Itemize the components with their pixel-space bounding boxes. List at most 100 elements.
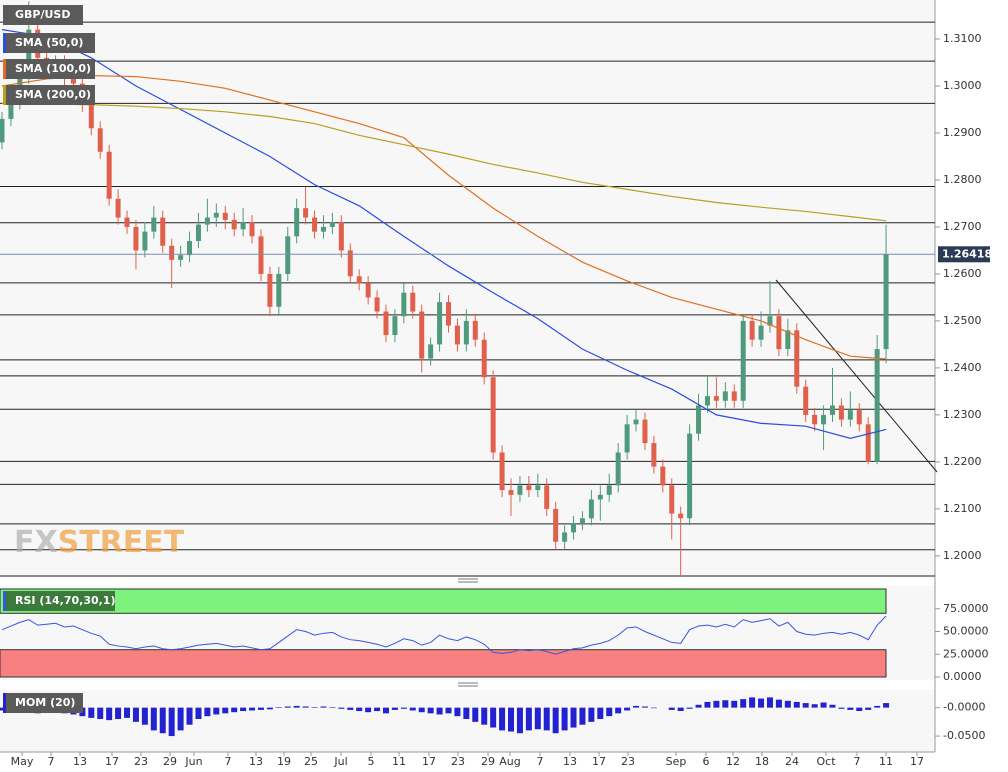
watermark-street: STREET (58, 525, 185, 560)
mom-bar (534, 707, 541, 730)
mom-bar (106, 707, 113, 721)
x-tick-label: 5 (368, 755, 375, 768)
mom-bar (427, 707, 434, 714)
candle-body (803, 386, 809, 415)
candle-body (249, 222, 255, 237)
mom-bar (240, 707, 247, 712)
candle-body (446, 302, 451, 326)
candle-body (562, 532, 568, 542)
sma-line (1, 102, 887, 222)
x-tick-label: 23 (621, 755, 635, 768)
candle-body (544, 485, 550, 509)
mom-bar (838, 707, 845, 709)
legend-box (3, 5, 83, 25)
x-tick-label: 23 (134, 755, 148, 768)
candle-body (758, 325, 764, 340)
x-tick-label: Jul (333, 755, 347, 768)
x-tick-label: 13 (73, 755, 87, 768)
candle-body (704, 396, 710, 406)
mom-bar (633, 705, 640, 708)
legend-box (3, 59, 95, 79)
mom-bar (159, 707, 166, 734)
mom-bar (516, 707, 523, 734)
sma-line (1, 75, 887, 360)
mom-bar (338, 707, 345, 709)
candle-body (97, 128, 103, 152)
y-tick-label: 1.2100 (943, 502, 982, 515)
candle-body (401, 292, 407, 317)
mom-bar (365, 707, 372, 713)
x-tick-label: 13 (563, 755, 577, 768)
candle-body (660, 466, 666, 486)
x-tick-label: 11 (879, 755, 893, 768)
candle-body (374, 297, 380, 312)
mom-bar (195, 707, 202, 720)
candle-body (151, 217, 157, 232)
mom-bar (713, 700, 720, 708)
candle-body (454, 325, 460, 345)
mom-bar (141, 707, 148, 725)
resize-handle[interactable] (458, 682, 478, 687)
mom-bar (731, 700, 738, 708)
x-tick-label: Aug (499, 755, 520, 768)
candle-body (178, 255, 184, 260)
candle-body (338, 222, 344, 251)
candle-body (615, 452, 621, 486)
candle-body (347, 250, 353, 277)
mom-bar (865, 707, 872, 710)
legend-box (3, 33, 95, 53)
mom-bar (249, 707, 256, 711)
mom-bar (177, 707, 184, 731)
y-tick-label: 0.0000 (943, 670, 982, 683)
x-tick-label: 12 (726, 755, 740, 768)
y-tick-label: 50.0000 (943, 625, 989, 638)
mom-bar (811, 704, 818, 708)
x-tick-label: 19 (277, 755, 291, 768)
candle-body (571, 522, 577, 533)
main-panel (0, 0, 935, 577)
mom-bar (766, 697, 773, 708)
mom-bar (472, 707, 479, 722)
candle-body (285, 236, 291, 274)
mom-bar (829, 704, 836, 708)
y-tick-label: 1.2300 (943, 408, 982, 421)
mom-bar (802, 703, 809, 708)
mom-bar (124, 707, 131, 718)
y-tick-label: 75.0000 (943, 602, 989, 615)
legend-swatch (3, 693, 6, 713)
x-tick-label: May (11, 755, 34, 768)
candle-body (749, 320, 755, 340)
x-tick-label: 7 (854, 755, 861, 768)
mom-bar (775, 699, 782, 708)
candle-body (124, 217, 130, 227)
mom-bar (0, 707, 5, 711)
candle-body (365, 283, 371, 298)
watermark-fx: FX (14, 525, 58, 560)
candle-body (481, 339, 487, 378)
mom-bar (793, 701, 800, 708)
candle-body (731, 391, 737, 401)
mom-bar (97, 707, 104, 720)
candle-body (329, 222, 335, 227)
mom-bar (570, 707, 577, 728)
mom-bar (302, 706, 309, 708)
mom-bar (650, 707, 657, 709)
candle-body (588, 499, 594, 519)
legend-box (3, 85, 95, 105)
y-tick-label: 1.2600 (943, 267, 982, 280)
mom-bar (463, 707, 470, 720)
candle-body (812, 414, 818, 425)
x-tick-label: 17 (105, 755, 119, 768)
mom-bar (311, 707, 318, 708)
candle-body (419, 311, 425, 359)
x-tick-label: Jun (184, 755, 202, 768)
candle-body (213, 212, 219, 218)
x-tick-label: 17 (910, 755, 924, 768)
resize-handle[interactable] (458, 578, 478, 583)
candle-body (383, 311, 389, 336)
candle-body (633, 419, 639, 425)
candle-body (490, 377, 496, 453)
candle-body (276, 273, 282, 307)
candle-body (794, 330, 800, 387)
